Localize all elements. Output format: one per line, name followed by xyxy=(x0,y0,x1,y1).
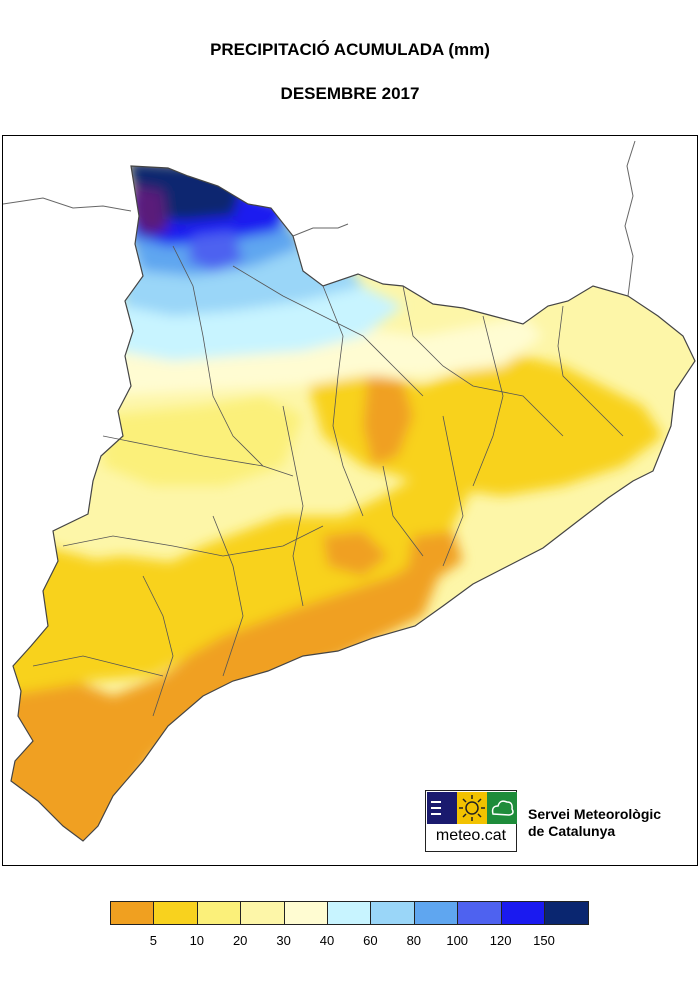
border-west xyxy=(3,197,132,212)
catalonia-map-svg xyxy=(3,140,696,842)
sun-icon xyxy=(457,792,487,824)
legend-swatch xyxy=(544,902,589,924)
legend-tick-label: 60 xyxy=(363,933,378,948)
precipitation-field xyxy=(11,166,695,841)
andorra-border xyxy=(292,223,349,237)
precipitation-map xyxy=(2,135,698,866)
legend-swatch xyxy=(111,902,155,924)
legend-swatch xyxy=(414,902,459,924)
legend-swatch xyxy=(327,902,372,924)
logo-text: meteo.cat xyxy=(435,827,507,844)
legend-swatch xyxy=(371,902,415,924)
legend-swatch xyxy=(241,902,285,924)
border-france-coast xyxy=(624,140,636,297)
legend-tick-label: 5 xyxy=(149,933,158,948)
legend-swatch xyxy=(284,902,328,924)
legend-swatch xyxy=(154,902,198,924)
legend-tick-label: 30 xyxy=(276,933,291,948)
legend-swatch xyxy=(458,902,502,924)
organization-name: Servei Meteorològic de Catalunya xyxy=(528,806,661,840)
legend-tick-label: 10 xyxy=(189,933,205,948)
legend-tick-label: 150 xyxy=(533,933,555,948)
logo-stripes-icon xyxy=(427,792,457,824)
legend-tick-label: 40 xyxy=(319,933,335,948)
map-subtitle: DESEMBRE 2017 xyxy=(280,84,420,103)
organization-line-1: Servei Meteorològic xyxy=(528,806,662,822)
legend-swatch xyxy=(501,902,545,924)
legend-swatch xyxy=(197,902,242,924)
legend-tick-label: 20 xyxy=(232,933,248,948)
legend-tick-label: 100 xyxy=(446,933,469,948)
organization-line-2: de Catalunya xyxy=(528,823,616,839)
legend-tick-label: 120 xyxy=(489,933,512,948)
cloud-icon xyxy=(487,792,517,824)
legend-tick-label: 80 xyxy=(406,933,422,948)
color-legend xyxy=(110,901,590,925)
map-title: PRECIPITACIÓ ACUMULADA (mm) xyxy=(210,40,490,59)
comarca-boundaries xyxy=(32,245,624,717)
meteo-cat-logo: meteo.cat xyxy=(425,790,517,852)
